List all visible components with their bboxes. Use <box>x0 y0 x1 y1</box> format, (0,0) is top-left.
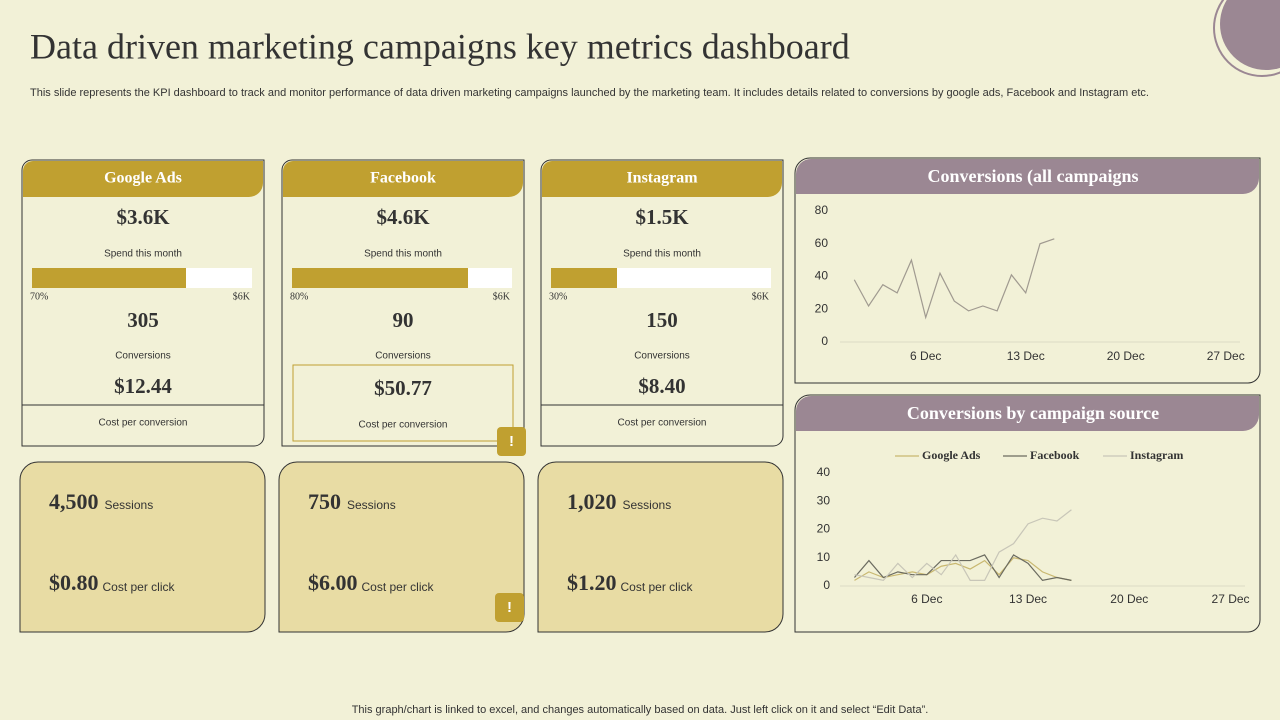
alert-icon: ! <box>507 599 512 616</box>
cost-value: $0.80 <box>49 570 99 595</box>
y-tick-label: 0 <box>821 334 828 348</box>
chart-title: Conversions (all campaigns <box>927 166 1138 187</box>
conversions-label: Conversions <box>634 351 690 362</box>
conversions: 305 <box>127 308 159 332</box>
card-header <box>23 161 263 197</box>
corner-circle <box>1220 0 1280 70</box>
title: Data driven marketing campaigns key metr… <box>30 26 850 66</box>
cost-label: Cost per click <box>621 580 694 594</box>
card <box>281 159 525 447</box>
session-card <box>19 461 266 633</box>
cpc-label: Cost per conversion <box>99 418 188 429</box>
footer: This graph/chart is linked to excel, and… <box>352 704 929 716</box>
sessions-label: Sessions <box>347 498 396 512</box>
cost-label: Cost per click <box>362 580 435 594</box>
legend-label: Google Ads <box>922 448 981 462</box>
sessions-value: 750 <box>308 489 341 514</box>
subtitle: This slide represents the KPI dashboard … <box>30 87 1149 99</box>
card-header <box>283 161 523 197</box>
x-tick-label: 13 Dec <box>1009 592 1047 606</box>
highlight-box <box>292 364 514 442</box>
session-card <box>537 461 784 633</box>
series-line <box>854 509 1072 582</box>
alert-badge <box>495 593 524 622</box>
spend: $4.6K <box>376 205 430 229</box>
progress-label: 70% <box>30 291 48 302</box>
card-title: Instagram <box>626 170 698 187</box>
cost-value: $1.20 <box>567 570 617 595</box>
y-tick-label: 80 <box>815 203 829 217</box>
session-card <box>278 461 525 633</box>
legend-label: Instagram <box>1130 448 1183 462</box>
chart-panel <box>794 394 1261 633</box>
spend-label: Spend this month <box>104 249 182 260</box>
cost-value: $6.00 <box>308 570 358 595</box>
conversions: 90 <box>393 308 414 332</box>
progress-label: 30% <box>549 291 567 302</box>
spend-label: Spend this month <box>364 249 442 260</box>
x-tick-label: 20 Dec <box>1107 349 1145 363</box>
x-tick-label: 27 Dec <box>1207 349 1245 363</box>
y-tick-label: 40 <box>815 269 829 283</box>
sessions-label: Sessions <box>623 498 672 512</box>
alert-icon: ! <box>509 433 514 450</box>
card-title: Facebook <box>370 170 436 187</box>
cost-label: Cost per click <box>103 580 176 594</box>
card-title: Google Ads <box>104 170 182 187</box>
x-tick-label: 27 Dec <box>1212 592 1250 606</box>
cpc: $50.77 <box>374 376 432 400</box>
legend-label: Facebook <box>1030 448 1080 462</box>
progress-label: 80% <box>290 291 308 302</box>
progress-bar <box>32 268 186 288</box>
cpc: $12.44 <box>114 374 172 398</box>
y-tick-label: 0 <box>823 578 830 592</box>
cpc: $8.40 <box>638 374 685 398</box>
y-tick-label: 40 <box>817 465 831 479</box>
alert-badge <box>497 427 526 456</box>
line <box>853 238 1055 320</box>
card-header <box>542 161 782 197</box>
cpc-label: Cost per conversion <box>618 418 707 429</box>
progress-max: $6K <box>493 291 511 302</box>
conversions-label: Conversions <box>115 351 171 362</box>
card <box>21 159 265 447</box>
progress-bar <box>551 268 617 288</box>
x-tick-label: 6 Dec <box>911 592 942 606</box>
spend: $1.5K <box>635 205 689 229</box>
progress-max: $6K <box>752 291 770 302</box>
x-tick-label: 6 Dec <box>910 349 941 363</box>
sessions-value: 1,020 <box>567 489 617 514</box>
conversions-label: Conversions <box>375 351 431 362</box>
sessions-label: Sessions <box>105 498 154 512</box>
y-tick-label: 30 <box>817 493 831 507</box>
series-line <box>854 554 1072 582</box>
series-line <box>854 557 1072 581</box>
card <box>540 159 784 447</box>
chart-header <box>796 159 1259 194</box>
conversions: 150 <box>646 308 678 332</box>
y-tick-label: 20 <box>817 522 831 536</box>
spend-label: Spend this month <box>623 249 701 260</box>
y-tick-label: 10 <box>817 550 831 564</box>
y-tick-label: 60 <box>815 236 829 250</box>
chart-header <box>796 396 1259 431</box>
x-tick-label: 20 Dec <box>1110 592 1148 606</box>
corner-ring <box>1213 0 1280 77</box>
y-tick-label: 20 <box>815 301 829 315</box>
sessions-value: 4,500 <box>49 489 99 514</box>
progress-max: $6K <box>233 291 251 302</box>
cpc-label: Cost per conversion <box>359 420 448 431</box>
x-tick-label: 13 Dec <box>1007 349 1045 363</box>
spend: $3.6K <box>116 205 170 229</box>
chart-panel <box>794 157 1261 384</box>
progress-bar <box>292 268 468 288</box>
chart-title: Conversions by campaign source <box>907 403 1159 423</box>
